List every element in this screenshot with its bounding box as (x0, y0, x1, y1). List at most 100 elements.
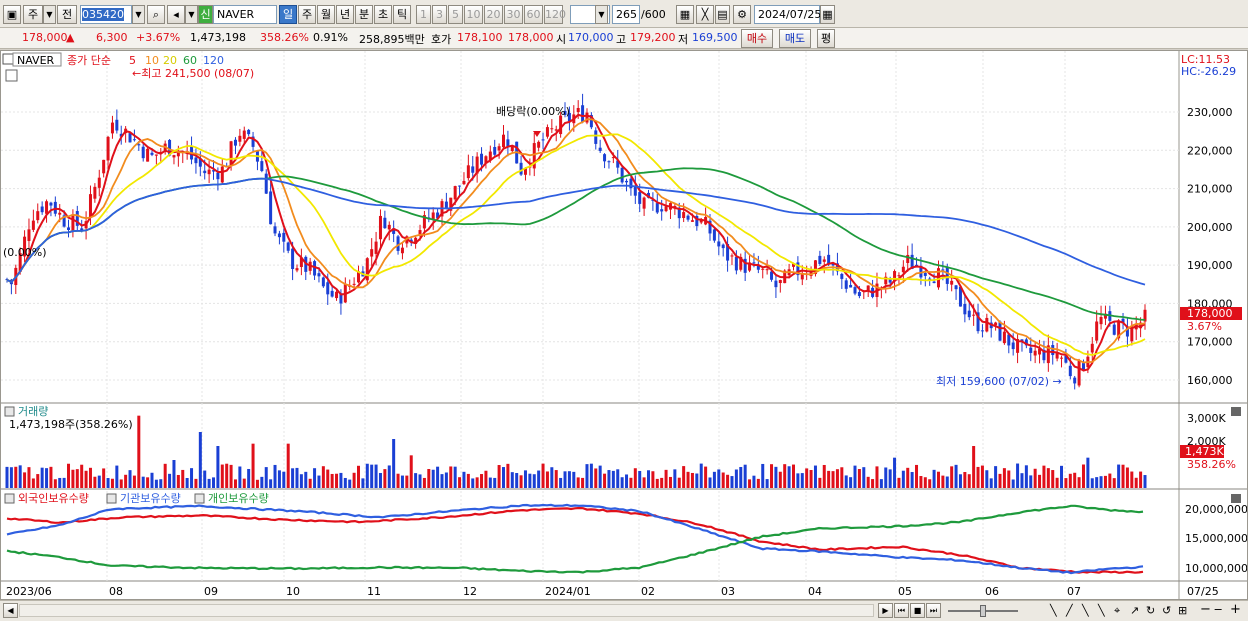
volume-bar (638, 470, 642, 488)
time-label-0: 2023/06 (6, 585, 52, 598)
candle-body (436, 212, 440, 219)
speaker-icon[interactable]: ◂ (167, 5, 185, 24)
candle-body (229, 141, 233, 167)
interval-dropdown-icon[interactable]: ▼ (595, 5, 608, 24)
volume-bar (1064, 478, 1068, 488)
volume-bar (102, 468, 106, 488)
ma-20-line (6, 133, 1146, 356)
time-label-9: 04 (808, 585, 822, 598)
date-input[interactable]: 2024/07/25 (754, 5, 821, 24)
volume-bar (708, 477, 712, 488)
speaker-dropdown-icon[interactable]: ▼ (185, 5, 198, 24)
draw-tool-2-icon[interactable]: ╲ (1082, 604, 1089, 617)
stop-icon[interactable]: ■ (910, 603, 925, 618)
candle-body (800, 274, 804, 280)
prev-button[interactable]: 전 (57, 5, 77, 24)
zoom-icon[interactable]: ▦ (676, 5, 694, 24)
buy-button[interactable]: 매수 (741, 29, 773, 48)
draw-tool-5-icon[interactable]: ↗ (1130, 604, 1140, 617)
plus-icon[interactable]: + (1230, 602, 1241, 617)
scroll-right-icon[interactable]: ▶ (878, 603, 893, 618)
draw-tool-8-icon[interactable]: ⊞ (1178, 604, 1188, 617)
volume-tick-3000: 3,000K (1187, 412, 1226, 425)
candle-body (629, 178, 633, 189)
ma-5-label: 5 (129, 54, 136, 67)
candle-body (866, 285, 870, 291)
interval-10-button[interactable]: 10 (464, 5, 483, 24)
calendar-icon[interactable]: ▦ (820, 5, 835, 24)
draw-tool-0-icon[interactable]: ╲ (1050, 604, 1057, 617)
minus-icon[interactable]: − (1200, 602, 1211, 617)
volume-bar (299, 474, 303, 488)
line-tool-icon[interactable]: ╳ (696, 5, 714, 24)
volume-tick-2000: 2,000K (1187, 435, 1226, 448)
last-page-icon[interactable]: ⏭ (926, 603, 941, 618)
candle-body (1007, 334, 1011, 346)
interval-60-button[interactable]: 60 (524, 5, 543, 24)
interval-30-button[interactable]: 30 (504, 5, 523, 24)
stock-code-dropdown-icon[interactable]: ▼ (132, 5, 145, 24)
eval-button[interactable]: 평 (817, 29, 835, 48)
period-2-button[interactable]: 월 (317, 5, 335, 24)
save-icon[interactable]: ▤ (715, 5, 730, 24)
institution-legend-icon (106, 493, 117, 504)
price-tick-4: 190,000 (1187, 259, 1233, 272)
candle-body (260, 161, 264, 171)
scroll-left-icon[interactable]: ◀ (3, 603, 18, 618)
interval-3-button[interactable]: 3 (432, 5, 447, 24)
window-icon[interactable]: ▣ (3, 5, 21, 24)
volume-bar (739, 466, 743, 488)
draw-tool-3-icon[interactable]: ╲ (1098, 604, 1105, 617)
zoom-slider-handle[interactable] (980, 605, 986, 617)
volume-bar (110, 478, 114, 488)
candle-body (844, 280, 848, 289)
chevron-down-icon[interactable]: ▼ (43, 5, 56, 24)
draw-tool-7-icon[interactable]: ↺ (1162, 604, 1172, 617)
interval-20-button[interactable]: 20 (484, 5, 503, 24)
volume-bar (172, 460, 176, 488)
period-4-button[interactable]: 분 (355, 5, 373, 24)
volume-bar (1020, 473, 1024, 488)
volume-bar (831, 471, 835, 488)
candle-body (607, 161, 611, 163)
sell-button[interactable]: 매도 (779, 29, 811, 48)
search-icon[interactable]: ⌕ (147, 5, 165, 24)
candle-body (1029, 347, 1033, 353)
interval-120-button[interactable]: 120 (544, 5, 566, 24)
candle-body (422, 215, 426, 229)
draw-tool-4-icon[interactable]: ⌖ (1114, 604, 1121, 617)
stock-code-input[interactable]: 035420 (80, 5, 132, 24)
candle-body (374, 241, 378, 254)
draw-tool-6-icon[interactable]: ↻ (1146, 604, 1156, 617)
chart-area[interactable]: NAVER 종가 단순 5 10 20 60 120 ←최고 241,500 (… (0, 50, 1248, 600)
high-price: 179,200 (630, 31, 676, 44)
interval-5-button[interactable]: 5 (448, 5, 463, 24)
period-6-button[interactable]: 틱 (393, 5, 411, 24)
draw-tool-1-icon[interactable]: ╱ (1066, 604, 1073, 617)
volume-bar (567, 471, 571, 488)
candle-body (708, 220, 712, 234)
period-5-button[interactable]: 초 (374, 5, 392, 24)
period-type-button[interactable]: 주 (23, 5, 43, 24)
new-badge: 신 (198, 5, 213, 24)
volume-bar (1042, 465, 1046, 488)
first-page-icon[interactable]: ⏮ (894, 603, 909, 618)
volume-bar (405, 475, 409, 488)
dash-icon[interactable]: ‒ (1214, 602, 1223, 617)
candle-body (453, 186, 457, 200)
period-3-button[interactable]: 년 (336, 5, 354, 24)
stock-chart[interactable]: NAVER 종가 단순 5 10 20 60 120 ←최고 241,500 (… (1, 51, 1248, 599)
candle-body (31, 220, 35, 230)
gear-icon[interactable]: ⚙ (733, 5, 751, 24)
count-input[interactable]: 265 (612, 5, 640, 24)
period-1-button[interactable]: 주 (298, 5, 316, 24)
stock-name-field[interactable]: NAVER (213, 5, 277, 24)
volume-bar (260, 476, 264, 488)
interval-1-button[interactable]: 1 (416, 5, 431, 24)
period-0-button[interactable]: 일 (279, 5, 297, 24)
volume-bar (871, 479, 875, 488)
candle-body (110, 122, 114, 134)
candle-body (176, 151, 180, 157)
scroll-track[interactable] (19, 604, 874, 617)
volume-bar (67, 463, 71, 488)
